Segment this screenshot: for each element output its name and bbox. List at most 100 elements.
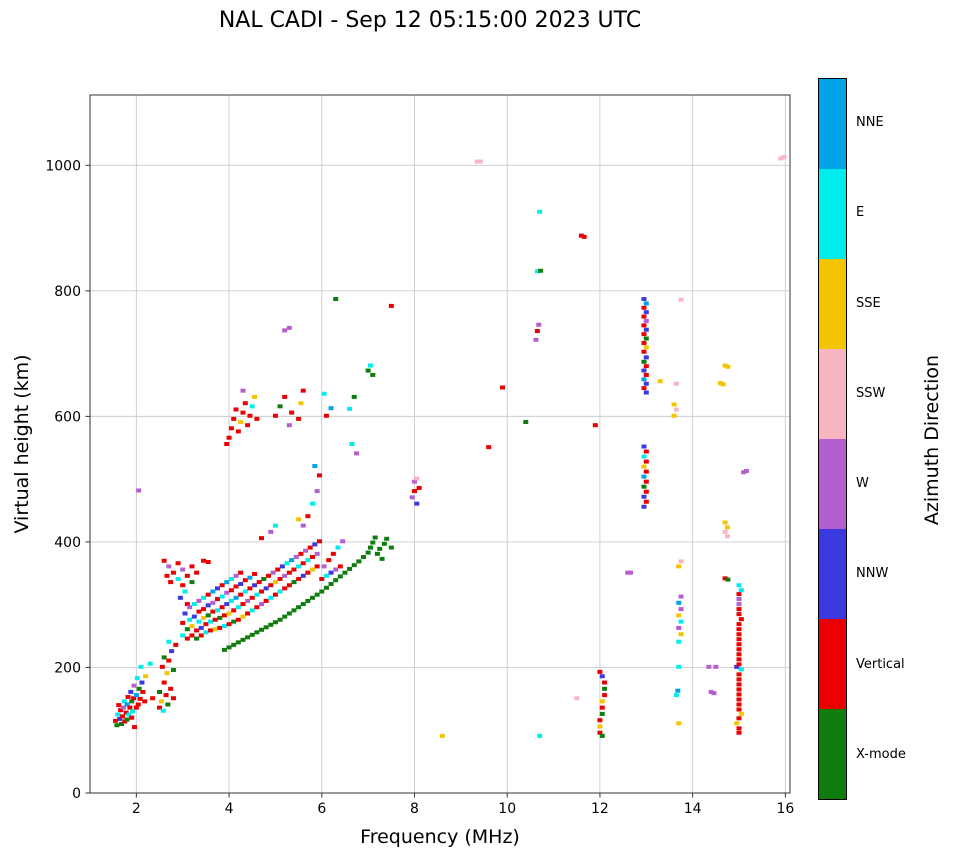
- data-point: [412, 479, 418, 484]
- data-point: [142, 699, 148, 704]
- data-point: [625, 570, 631, 575]
- y-tick-label: 600: [54, 409, 81, 425]
- data-point: [198, 633, 204, 638]
- data-point: [657, 379, 663, 384]
- data-point: [205, 592, 211, 597]
- y-tick-label: 1000: [45, 158, 81, 174]
- data-point: [286, 423, 292, 428]
- data-point: [736, 677, 742, 682]
- data-point: [361, 554, 367, 559]
- data-point: [194, 628, 200, 633]
- data-point: [671, 402, 677, 407]
- data-point: [170, 696, 176, 701]
- data-point: [641, 349, 647, 354]
- data-point: [168, 686, 174, 691]
- data-point: [300, 602, 306, 607]
- data-point: [212, 627, 218, 632]
- data-point: [736, 702, 742, 707]
- data-point: [221, 624, 227, 629]
- data-point: [286, 583, 292, 588]
- colorbar-label-vertical: Vertical: [856, 656, 905, 672]
- data-point: [643, 345, 649, 350]
- data-point: [245, 635, 251, 640]
- data-point: [119, 714, 125, 719]
- data-point: [263, 598, 269, 603]
- data-point: [314, 592, 320, 597]
- colorbar-segment-vertical: [819, 619, 846, 709]
- data-point: [736, 637, 742, 642]
- data-point: [414, 476, 420, 481]
- data-point: [641, 494, 647, 499]
- data-point: [293, 554, 299, 559]
- data-point: [298, 401, 304, 406]
- data-point: [231, 619, 237, 624]
- data-point: [312, 542, 318, 547]
- data-point: [708, 689, 714, 694]
- data-point: [238, 420, 244, 425]
- data-point: [316, 473, 322, 478]
- data-point: [367, 545, 373, 550]
- data-point: [249, 632, 255, 637]
- data-point: [238, 592, 244, 597]
- data-point: [736, 592, 742, 597]
- colorbar-label-x-mode: X-mode: [856, 746, 906, 762]
- y-tick-label: 200: [54, 660, 81, 676]
- data-point: [247, 413, 253, 418]
- data-point: [235, 617, 241, 622]
- data-point: [412, 489, 418, 494]
- data-point: [224, 442, 230, 446]
- data-point: [641, 305, 647, 310]
- data-point: [117, 716, 123, 721]
- data-point: [136, 686, 142, 691]
- data-point: [289, 410, 295, 415]
- y-tick-label: 400: [54, 535, 81, 551]
- data-point: [268, 529, 274, 534]
- data-point: [671, 413, 677, 418]
- data-point: [133, 693, 139, 698]
- data-point: [738, 617, 744, 622]
- data-point: [678, 619, 684, 624]
- data-point: [245, 423, 251, 428]
- colorbar-segment-ssw: [819, 349, 846, 439]
- data-point: [736, 687, 742, 692]
- colorbar-label-nne: NNE: [856, 115, 884, 131]
- data-point: [736, 622, 742, 627]
- x-axis-label: Frequency (MHz): [360, 826, 520, 848]
- data-point: [201, 558, 207, 563]
- data-point: [641, 359, 647, 364]
- data-point: [114, 723, 120, 728]
- data-point: [228, 576, 234, 581]
- data-point: [319, 576, 325, 581]
- data-point: [231, 608, 237, 613]
- data-point: [240, 637, 246, 642]
- data-point: [673, 693, 679, 698]
- data-point: [736, 730, 742, 735]
- data-point: [736, 707, 742, 712]
- data-point: [233, 584, 239, 589]
- data-point: [486, 445, 492, 450]
- data-point: [316, 539, 322, 544]
- data-point: [736, 657, 742, 662]
- data-point: [231, 416, 237, 421]
- data-point: [259, 602, 265, 607]
- data-point: [254, 630, 260, 635]
- data-point: [279, 564, 285, 569]
- data-point: [305, 570, 311, 575]
- data-point: [182, 589, 188, 594]
- data-point: [628, 570, 634, 575]
- data-point: [643, 355, 649, 360]
- data-point: [268, 622, 274, 627]
- data-point: [160, 708, 166, 713]
- data-point: [169, 649, 175, 654]
- data-point: [314, 564, 320, 569]
- data-point: [226, 645, 232, 650]
- data-point: [736, 647, 742, 652]
- data-point: [252, 394, 258, 399]
- data-point: [643, 499, 649, 504]
- data-point: [184, 627, 190, 632]
- data-point: [166, 639, 172, 644]
- data-point: [263, 625, 269, 630]
- data-point: [282, 394, 288, 399]
- data-point: [161, 680, 167, 685]
- data-point: [201, 607, 207, 612]
